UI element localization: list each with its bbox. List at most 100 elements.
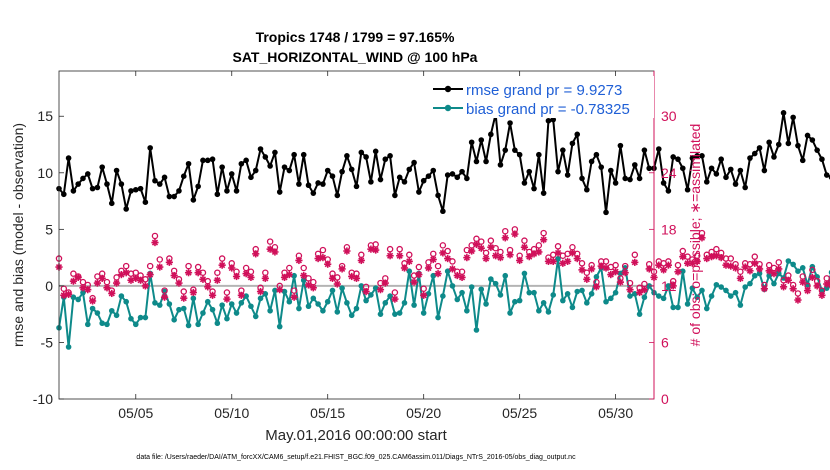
rmse-point xyxy=(286,167,293,174)
obs-possible-marker xyxy=(564,250,571,258)
bias-point xyxy=(363,297,369,304)
obs-possible-marker xyxy=(713,245,720,253)
rmse-point xyxy=(137,185,144,192)
bias-point xyxy=(310,295,317,302)
rmse-point xyxy=(459,168,465,175)
rmse-point xyxy=(584,186,590,193)
rmse-point xyxy=(406,166,413,173)
rmse-point xyxy=(569,140,576,147)
rmse-point xyxy=(329,173,336,179)
rmse-point xyxy=(526,168,533,175)
rmse-point xyxy=(368,179,374,185)
obs-assimilated-marker xyxy=(93,279,101,287)
bias-point xyxy=(444,268,451,274)
obs-assimilated-marker xyxy=(189,288,197,297)
obs-assimilated-marker xyxy=(626,286,634,294)
bias-point xyxy=(507,310,513,316)
obs-assimilated-marker xyxy=(343,247,351,255)
rmse-point xyxy=(224,188,230,194)
legend-bias-marker xyxy=(444,104,452,112)
obs-assimilated-marker xyxy=(698,234,706,242)
bias-point xyxy=(526,289,533,296)
rmse-point xyxy=(377,176,384,183)
obs-assimilated-marker xyxy=(184,269,193,277)
obs-assimilated-marker xyxy=(540,236,548,244)
rmse-point xyxy=(200,157,206,164)
rmse-point xyxy=(761,167,768,174)
rmse-point xyxy=(641,147,648,153)
rmse-point xyxy=(550,116,557,123)
bias-point xyxy=(329,287,336,294)
bias-point xyxy=(732,289,739,296)
obs-assimilated-marker xyxy=(300,271,308,280)
rmse-point xyxy=(176,188,182,194)
rmse-point xyxy=(751,150,758,157)
obs-assimilated-marker xyxy=(588,265,596,273)
bias-point xyxy=(483,301,489,307)
obs-assimilated-marker xyxy=(108,289,116,298)
obs-assimilated-marker xyxy=(98,274,106,282)
y-right-tick-label: 6 xyxy=(661,334,669,350)
bias-point xyxy=(411,302,417,308)
obs-assimilated-marker xyxy=(242,270,250,278)
bias-point xyxy=(296,305,302,312)
rmse-series-line xyxy=(58,111,830,214)
rmse-point xyxy=(723,174,729,181)
obs-assimilated-marker xyxy=(180,294,188,302)
rmse-point xyxy=(363,154,369,160)
rmse-point xyxy=(646,165,652,172)
rmse-point xyxy=(262,154,269,160)
rmse-point xyxy=(708,165,715,172)
rmse-point xyxy=(531,185,537,192)
bias-point xyxy=(219,302,225,308)
rmse-point xyxy=(348,166,355,173)
obs-assimilated-marker xyxy=(794,296,802,304)
bias-point xyxy=(248,303,254,310)
bias-point xyxy=(502,272,509,279)
bias-point xyxy=(699,287,705,294)
obs-possible-marker xyxy=(406,251,413,259)
rmse-point xyxy=(166,193,173,200)
obs-possible-marker xyxy=(161,287,168,294)
x-tick-label: 05/30 xyxy=(598,405,633,421)
bias-point xyxy=(406,268,413,274)
obs-assimilated-marker xyxy=(362,287,370,296)
bias-point xyxy=(742,284,748,290)
rmse-point xyxy=(61,191,67,198)
obs-possible-marker xyxy=(218,255,226,262)
bias-point xyxy=(104,321,110,328)
bias-point xyxy=(727,293,734,299)
bias-point xyxy=(420,310,427,316)
rmse-point xyxy=(387,153,393,159)
legend: rmse grand pr = 9.9273 bias grand pr = -… xyxy=(430,76,654,118)
obs-assimilated-marker xyxy=(472,240,481,249)
rmse-point xyxy=(747,155,753,161)
obs-possible-marker xyxy=(439,242,447,249)
bias-point xyxy=(377,311,384,317)
rmse-point xyxy=(809,137,816,143)
rmse-point xyxy=(353,183,360,190)
bias-point xyxy=(723,287,729,294)
bias-point xyxy=(291,272,297,279)
bias-point xyxy=(708,293,715,299)
bias-point xyxy=(440,293,446,299)
bias-point xyxy=(473,327,480,333)
bias-point xyxy=(564,291,571,297)
rmse-point xyxy=(665,188,672,194)
rmse-point xyxy=(185,160,192,167)
rmse-point xyxy=(684,186,691,193)
legend-box xyxy=(430,76,654,118)
obs-assimilated-marker xyxy=(736,274,744,282)
rmse-point xyxy=(209,156,216,163)
obs-possible-marker xyxy=(794,290,802,297)
obs-assimilated-marker xyxy=(309,284,317,292)
bias-point xyxy=(771,280,777,287)
y-left-tick-label: 0 xyxy=(45,278,53,294)
obs-assimilated-marker xyxy=(69,277,77,285)
rmse-point xyxy=(128,188,134,194)
obs-assimilated-marker xyxy=(256,287,265,296)
bias-point xyxy=(334,309,341,315)
rmse-point xyxy=(636,175,643,182)
y-axis-right-label: # of obs: o=possible; ∗=assimilated xyxy=(687,124,703,347)
obs-assimilated-marker xyxy=(612,268,620,276)
